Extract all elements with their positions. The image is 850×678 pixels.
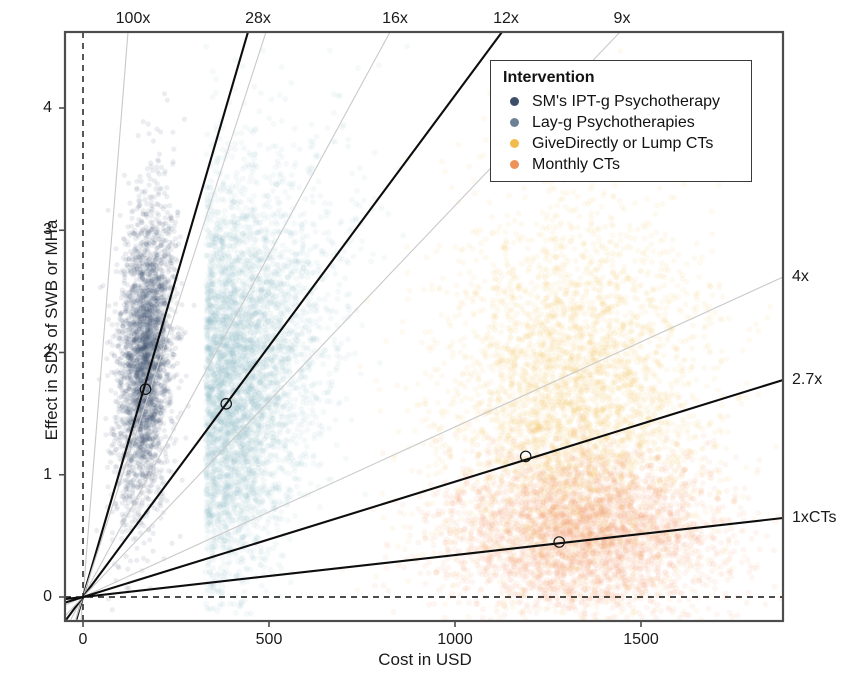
ratio-annotation-label: 4x (792, 268, 809, 285)
ratio-annotation-label: 16x (382, 10, 408, 27)
y-tick-label: 4 (43, 99, 52, 116)
legend: Intervention SM's IPT-g Psychotherapy Lay… (490, 60, 752, 182)
legend-color-swatch-icon (510, 118, 519, 127)
y-tick-label: 1 (43, 465, 52, 483)
ratio-ray (65, 276, 783, 606)
legend-item[interactable]: GiveDirectly or Lump CTs (503, 133, 739, 154)
legend-entries: SM's IPT-g Psychotherapy Lay-g Psychother… (503, 91, 739, 175)
y-tick-label: 3 (43, 221, 52, 239)
ratio-ray (65, 378, 783, 604)
ratio-annotation-label: 28x (245, 10, 271, 27)
scatter-cloud (339, 384, 783, 621)
zero-guide-lines (65, 32, 783, 621)
x-tick-label: 1000 (437, 631, 473, 648)
y-tick-label: 2 (43, 343, 52, 361)
point-estimate-markers (139, 383, 565, 548)
y-tick-label: 0 (43, 588, 52, 605)
panel-border (63, 30, 785, 623)
legend-item-label: Lay-g Psychotherapies (532, 113, 695, 131)
point-estimate-marker (519, 450, 532, 463)
ratio-ray (80, 32, 129, 620)
legend-item[interactable]: SM's IPT-g Psychotherapy (503, 91, 739, 112)
legend-title: Intervention (503, 69, 595, 86)
ratio-ray (75, 32, 267, 620)
axis-ticks (59, 107, 642, 627)
legend-color-swatch-icon (510, 160, 519, 169)
ratio-annotation-label: 1xCTs (792, 509, 837, 526)
legend-item[interactable]: Lay-g Psychotherapies (503, 112, 739, 133)
ratio-ray (75, 32, 250, 620)
ratio-annotation-label: 9x (613, 10, 631, 27)
point-estimate-marker (220, 397, 232, 410)
legend-item-label: GiveDirectly or Lump CTs (532, 134, 714, 152)
x-tick-label: 1500 (623, 631, 659, 648)
ratio-ray (65, 516, 783, 601)
ratio-annotation-label: 100x (115, 10, 151, 27)
x-tick-label: 500 (255, 631, 283, 648)
ratio-ray (70, 32, 391, 620)
point-estimate-marker (553, 536, 565, 548)
ratio-annotation-label: 12x (493, 10, 519, 27)
ratio-ray (65, 32, 503, 621)
scatter-cloud (354, 48, 780, 621)
point-estimate-marker (139, 383, 152, 395)
ratio-annotation-label: 2.7x (792, 371, 823, 388)
legend-item-label: SM's IPT-g Psychotherapy (532, 92, 721, 110)
legend-color-swatch-icon (510, 139, 519, 148)
legend-item[interactable]: Monthly CTs (503, 154, 739, 175)
legend-color-swatch-icon (510, 97, 519, 106)
data-points-layer (94, 43, 783, 621)
scatter-cloud (94, 91, 197, 613)
x-tick-label: 0 (78, 631, 88, 648)
scatter-cloud (202, 43, 411, 617)
legend-item-label: Monthly CTs (532, 155, 621, 173)
x-axis-title: Cost in USD (378, 650, 472, 669)
